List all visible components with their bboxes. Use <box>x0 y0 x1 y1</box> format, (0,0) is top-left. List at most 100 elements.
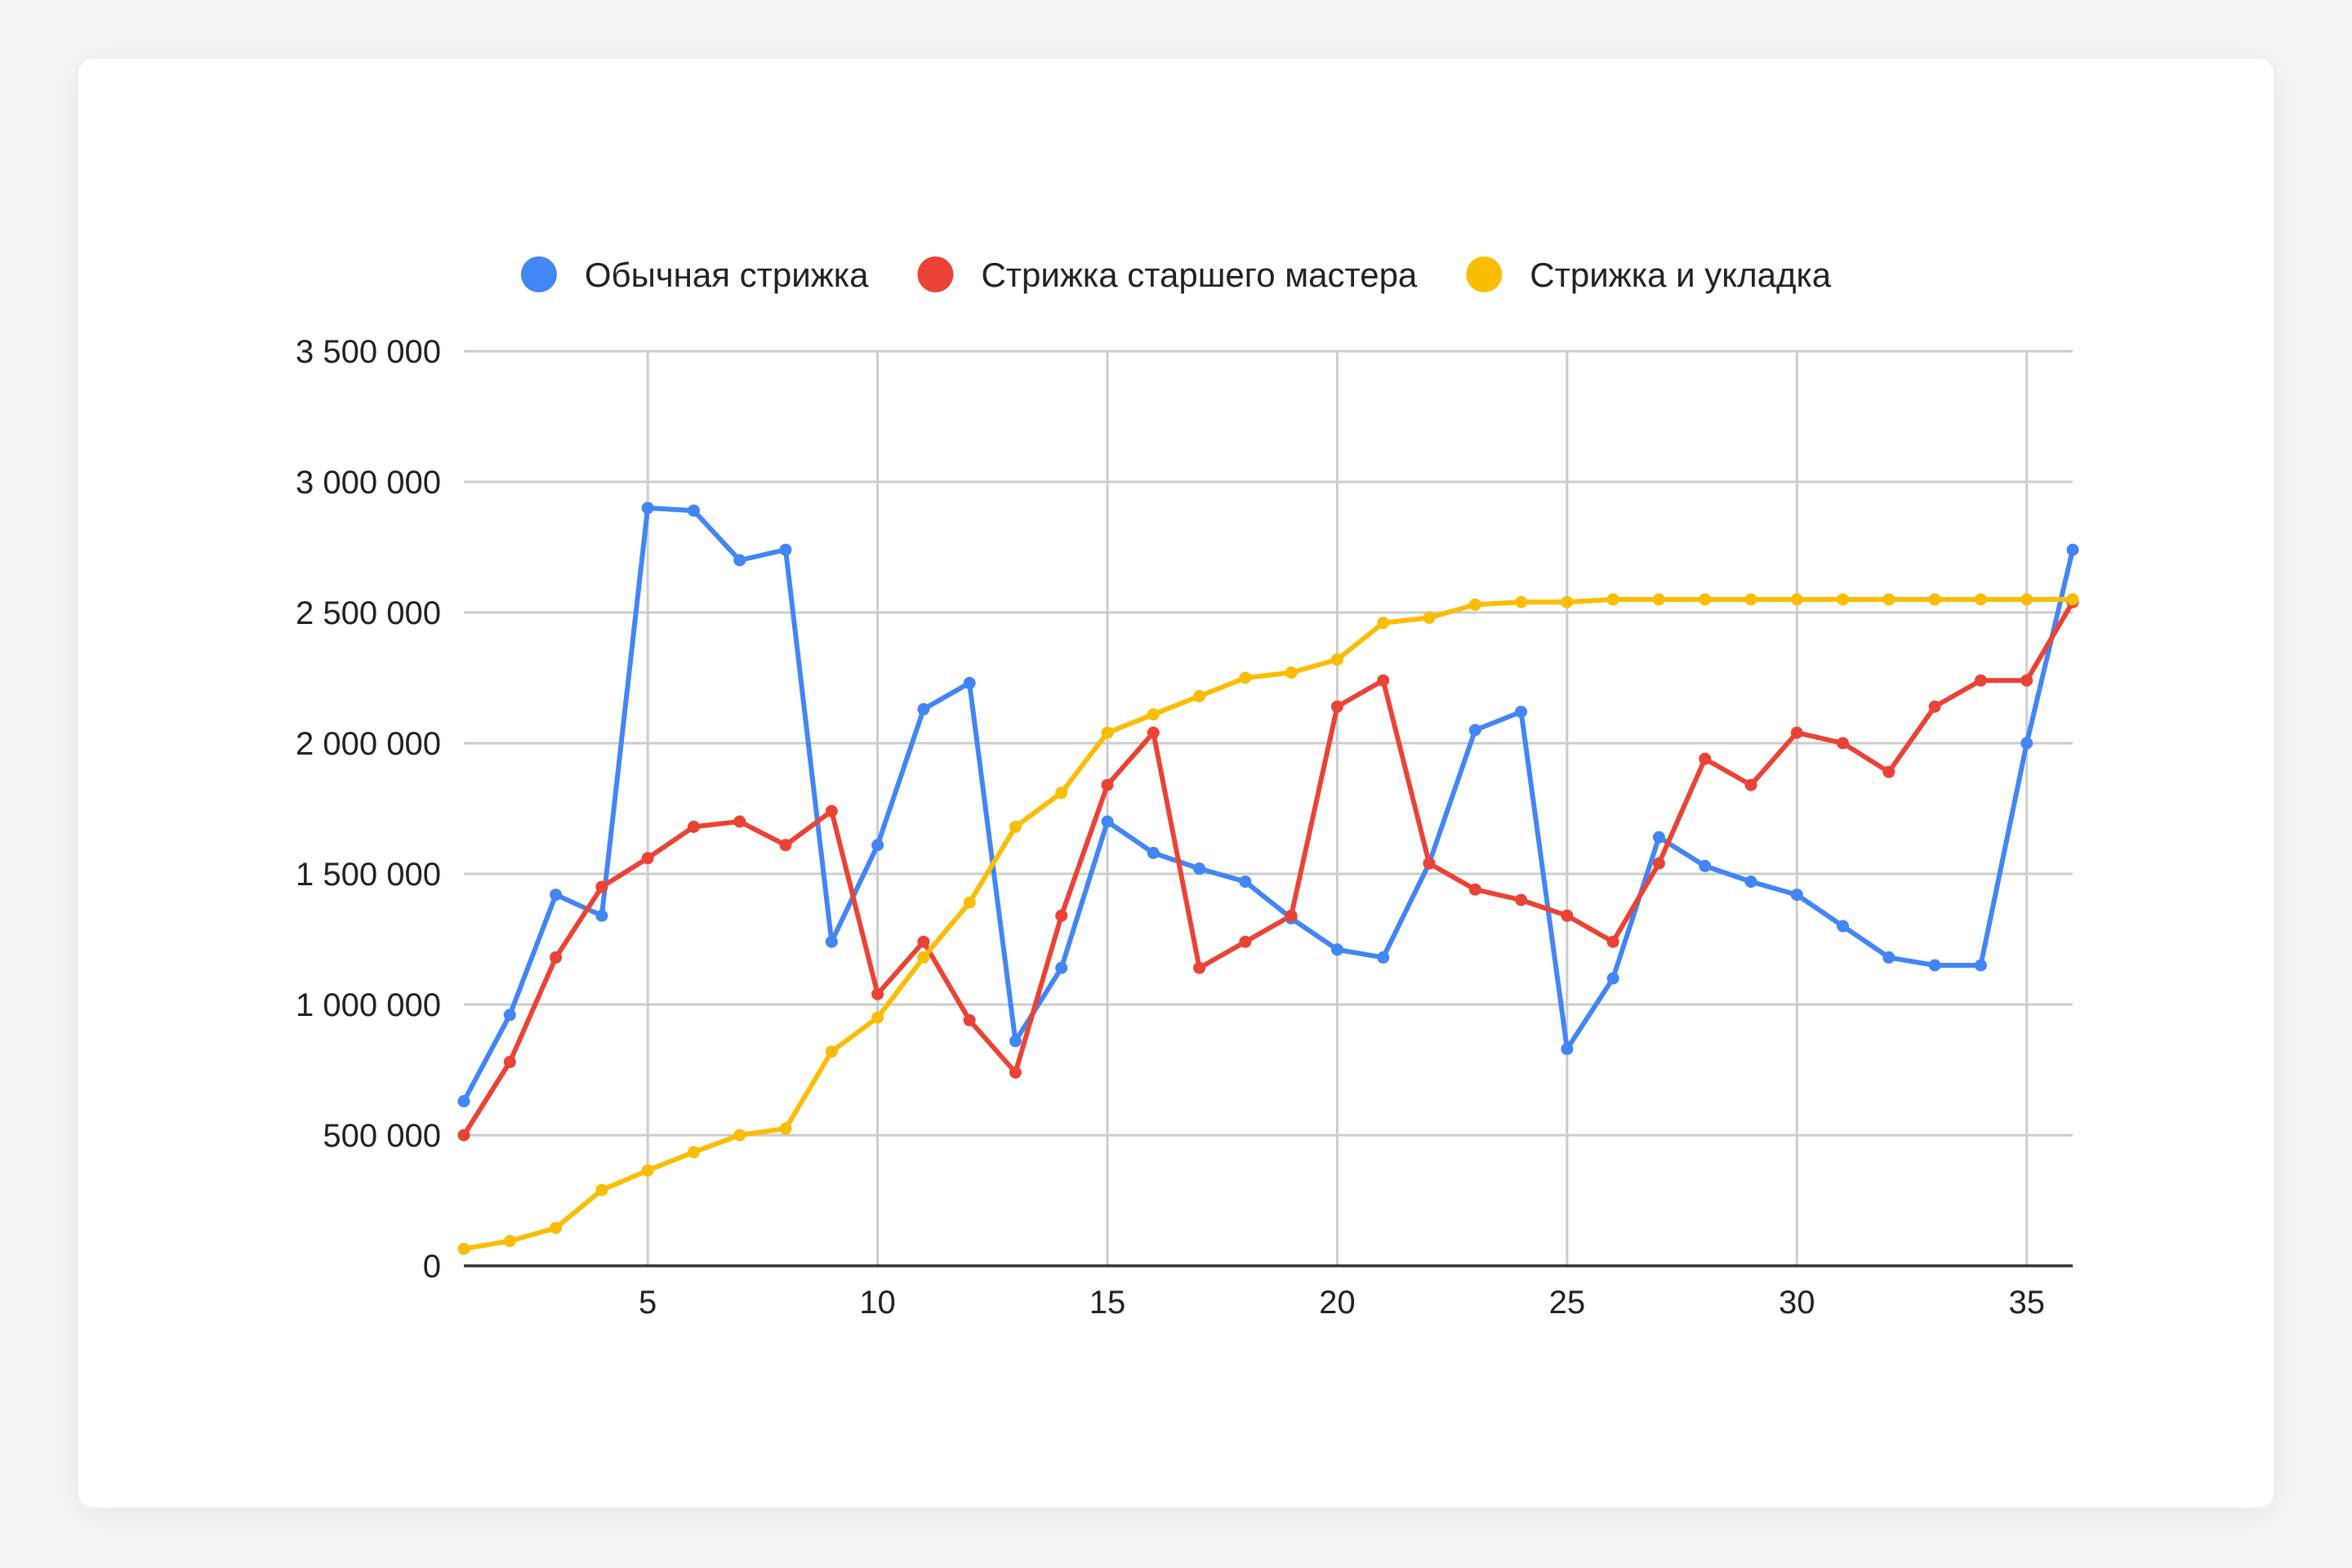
x-tick-label: 10 <box>859 1285 896 1321</box>
data-point <box>1606 593 1619 606</box>
data-point <box>1561 909 1574 922</box>
chart-card: 0 500 000 1 000 000 1 500 000 2 000 000 2 500… <box>78 59 2274 1508</box>
data-point <box>1837 737 1850 750</box>
data-point <box>1744 593 1757 606</box>
data-point <box>1699 859 1712 872</box>
data-point <box>1928 593 1941 606</box>
data-point <box>1606 935 1619 948</box>
x-tick-label: 15 <box>1089 1285 1126 1321</box>
data-point <box>1468 883 1481 896</box>
data-point <box>1101 726 1114 739</box>
data-point <box>550 1222 563 1235</box>
data-point <box>1285 909 1298 922</box>
data-point <box>503 1055 516 1068</box>
y-tick-label: 2 500 000 <box>296 595 441 631</box>
data-point <box>595 1183 608 1196</box>
data-point <box>871 1011 884 1024</box>
data-point <box>641 501 654 514</box>
data-point <box>595 880 608 893</box>
data-point <box>1699 593 1712 606</box>
y-tick-label: 500 000 <box>323 1118 441 1154</box>
data-point <box>963 1013 976 1027</box>
legend-swatch <box>917 256 954 292</box>
legend-label: Обычная стрижка <box>585 256 869 294</box>
data-point <box>1239 935 1252 948</box>
data-point <box>871 839 884 852</box>
data-point <box>825 1045 838 1058</box>
data-point <box>1882 593 1895 606</box>
data-point <box>733 1129 746 1142</box>
series-line-3 <box>461 597 2075 1252</box>
data-point <box>550 951 563 964</box>
data-point <box>503 1235 516 1248</box>
x-tick-label: 35 <box>2008 1285 2045 1321</box>
axes: 0 500 000 1 000 000 1 500 000 2 000 000 2 500… <box>296 334 2073 1321</box>
data-point <box>1515 595 1528 608</box>
data-point <box>1744 778 1757 791</box>
data-point <box>917 935 930 948</box>
data-point <box>917 951 930 964</box>
data-point <box>2066 543 2079 556</box>
data-point <box>825 935 838 948</box>
data-point <box>1330 943 1343 956</box>
y-tick-label: 0 <box>423 1249 441 1285</box>
data-point <box>1147 708 1160 721</box>
data-point <box>1009 820 1022 833</box>
legend-swatch <box>1466 256 1503 292</box>
data-point <box>1330 653 1343 666</box>
data-point <box>1652 857 1665 870</box>
legend: Обычная стрижка Стрижка старшего мастера С… <box>520 256 1832 294</box>
data-point <box>1606 972 1619 985</box>
data-point <box>641 1164 654 1177</box>
data-point <box>871 987 884 1000</box>
data-point <box>1468 598 1481 611</box>
data-point <box>2020 593 2034 606</box>
data-point <box>1837 593 1850 606</box>
data-point <box>963 896 976 909</box>
data-point <box>1882 765 1895 778</box>
data-point <box>1974 959 1987 972</box>
data-point <box>1790 593 1803 606</box>
data-point <box>1652 831 1665 844</box>
data-point <box>917 702 930 715</box>
data-point <box>641 852 654 865</box>
data-point <box>1009 1066 1022 1079</box>
data-point <box>1377 674 1390 687</box>
data-point <box>1101 815 1114 828</box>
data-point <box>1515 706 1528 719</box>
data-point <box>1423 611 1436 624</box>
data-point <box>1882 951 1895 964</box>
data-point <box>1330 700 1343 713</box>
x-tick-label: 25 <box>1549 1285 1586 1321</box>
data-point <box>779 839 792 852</box>
data-point <box>1009 1035 1022 1048</box>
data-point <box>1239 875 1252 889</box>
data-point <box>503 1009 516 1022</box>
data-point <box>1468 724 1481 737</box>
data-point <box>733 815 746 828</box>
data-point <box>1193 961 1206 974</box>
data-point <box>2020 737 2034 750</box>
grid-lines <box>464 350 2073 1266</box>
line-chart: 0 500 000 1 000 000 1 500 000 2 000 000 2 500… <box>296 256 2079 1321</box>
data-point <box>550 889 563 902</box>
data-point <box>1790 726 1803 739</box>
legend-label: Стрижка и укладка <box>1530 256 1831 294</box>
data-point <box>1790 889 1803 902</box>
data-point <box>1423 857 1436 870</box>
data-point <box>1147 726 1160 739</box>
data-point <box>687 1146 700 1159</box>
data-point <box>1377 617 1390 630</box>
data-point <box>457 1094 470 1107</box>
data-point <box>779 1122 792 1135</box>
x-tick-label: 20 <box>1319 1285 1356 1321</box>
data-point <box>2066 593 2079 606</box>
data-point <box>595 909 608 922</box>
data-point <box>1837 920 1850 933</box>
series-lines <box>461 506 2075 1252</box>
data-point <box>687 820 700 833</box>
data-point <box>1744 875 1757 889</box>
data-point <box>457 1242 470 1255</box>
y-tick-label: 3 500 000 <box>296 334 441 370</box>
data-point <box>457 1129 470 1142</box>
